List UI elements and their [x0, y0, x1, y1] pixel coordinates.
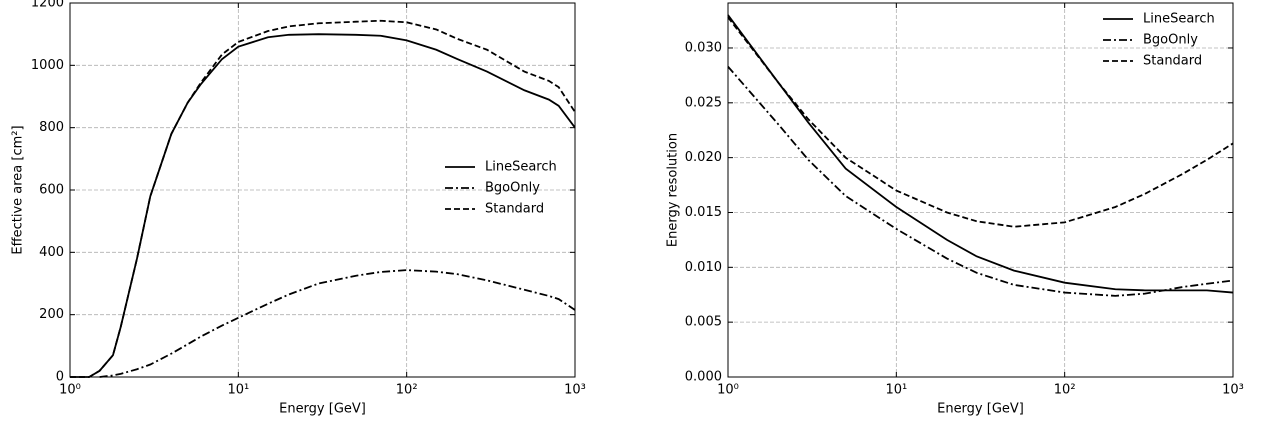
y-tick-label: 1000 — [31, 58, 64, 73]
x-axis-label: Energy [GeV] — [279, 402, 366, 417]
series-line — [70, 19, 576, 378]
legend-label: LineSearch — [485, 160, 557, 175]
y-tick-label: 200 — [39, 307, 64, 322]
y-tick-label: 600 — [39, 183, 64, 198]
legend-label: Standard — [1143, 54, 1202, 69]
y-tick-label: 0.005 — [685, 315, 722, 330]
x-tick-label: 10¹ — [885, 383, 907, 398]
series-line — [727, 66, 1234, 297]
x-tick-label: 10¹ — [227, 383, 249, 398]
y-tick-label: 0.010 — [685, 260, 722, 275]
y-tick-label: 0.015 — [685, 205, 722, 220]
series-line — [70, 33, 576, 378]
y-axis-label: Effective area [cm²] — [11, 125, 26, 254]
series-line — [727, 14, 1234, 294]
y-axis-label: Energy resolution — [666, 133, 681, 247]
y-tick-label: 0.025 — [685, 95, 722, 110]
legend-label: BgoOnly — [485, 181, 540, 196]
x-tick-label: 10⁰ — [59, 383, 81, 398]
legend-label: LineSearch — [1143, 12, 1215, 27]
legend-label: BgoOnly — [1143, 33, 1198, 48]
y-tick-label: 0.030 — [685, 40, 722, 55]
x-tick-label: 10³ — [564, 383, 586, 398]
x-tick-label: 10² — [396, 383, 418, 398]
series-line — [727, 16, 1234, 228]
y-tick-label: 400 — [39, 245, 64, 260]
x-tick-label: 10³ — [1222, 383, 1244, 398]
y-tick-label: 0.000 — [685, 370, 722, 385]
y-tick-label: 0.020 — [685, 150, 722, 165]
x-tick-label: 10² — [1054, 383, 1076, 398]
x-axis-label: Energy [GeV] — [937, 402, 1024, 417]
series-line — [99, 269, 576, 378]
y-tick-label: 0 — [56, 370, 64, 385]
y-tick-label: 800 — [39, 120, 64, 135]
plot-frame — [727, 2, 1234, 378]
x-tick-label: 10⁰ — [717, 383, 739, 398]
legend-label: Standard — [485, 202, 544, 217]
y-tick-label: 1200 — [31, 0, 64, 11]
plot-frame — [69, 2, 576, 378]
